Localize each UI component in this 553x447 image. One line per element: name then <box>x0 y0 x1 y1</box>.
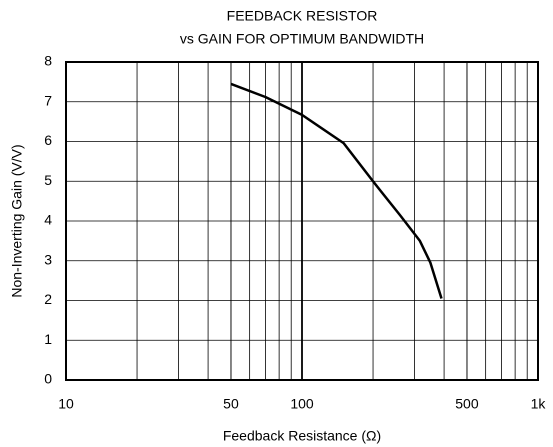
y-tick-label: 5 <box>44 172 52 188</box>
x-axis-label: Feedback Resistance (Ω) <box>223 428 381 444</box>
y-tick-label: 1 <box>44 331 52 347</box>
x-tick-label: 100 <box>290 396 314 412</box>
y-tick-label: 7 <box>44 92 52 108</box>
y-tick-label: 3 <box>44 251 52 267</box>
x-tick-label: 1k <box>531 396 547 412</box>
y-tick-label: 0 <box>44 371 52 387</box>
y-tick-label: 4 <box>44 212 52 228</box>
chart-title: FEEDBACK RESISTOR <box>227 8 378 24</box>
y-tick-label: 2 <box>44 291 52 307</box>
x-tick-label: 50 <box>223 396 239 412</box>
chart-subtitle: vs GAIN FOR OPTIMUM BANDWIDTH <box>180 31 424 47</box>
y-axis-label: Non-Inverting Gain (V/V) <box>9 144 25 297</box>
curve <box>230 82 443 299</box>
x-tick-label: 500 <box>455 396 479 412</box>
x-tick-label: 10 <box>58 396 74 412</box>
y-tick-label: 8 <box>44 53 52 69</box>
y-tick-label: 6 <box>44 132 52 148</box>
plot-frame <box>65 61 539 381</box>
